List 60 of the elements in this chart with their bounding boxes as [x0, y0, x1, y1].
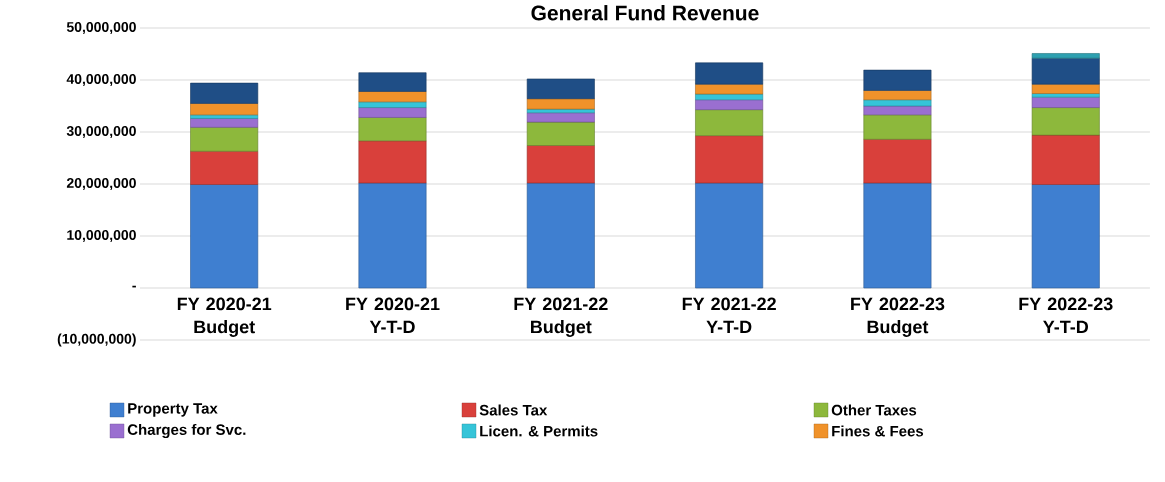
bar — [526, 78, 595, 100]
x-tick-label: FY 2022-23 Budget — [851, 297, 945, 337]
bar — [1031, 107, 1100, 136]
chart-title: General Fund Revenue — [531, 5, 759, 21]
bar — [526, 112, 595, 123]
bar — [526, 182, 595, 289]
legend-label: Other Taxes — [831, 404, 917, 416]
legend-label: Charges for Svc. — [127, 423, 246, 439]
legend-label: Fines & Fees — [832, 425, 924, 437]
y-tick-label: 30,000,000 — [66, 126, 136, 138]
bar — [1031, 83, 1100, 94]
bar — [695, 83, 764, 95]
bar — [358, 91, 427, 103]
bar — [190, 103, 259, 116]
y-tick-label: (10,000,000) — [57, 333, 136, 347]
bar — [358, 182, 427, 289]
bar — [863, 182, 932, 289]
bar — [863, 138, 932, 184]
bar — [190, 114, 259, 119]
bar — [863, 90, 932, 101]
bar — [358, 107, 427, 118]
x-tick-label: FY 2022-23 Y-T-D — [1019, 297, 1113, 334]
bar — [695, 182, 764, 289]
bar — [695, 62, 764, 85]
x-tick-label: FY 2021-22 Budget — [514, 297, 608, 337]
bar — [863, 99, 932, 107]
bar — [1031, 57, 1100, 85]
y-tick-label: 40,000,000 — [66, 74, 136, 86]
x-tick-label: FY 2020-21 Budget — [177, 297, 272, 337]
bar — [358, 72, 427, 92]
legend-label: Sales Tax — [479, 404, 548, 416]
bar — [1031, 134, 1100, 185]
bar — [695, 109, 764, 136]
bar — [1031, 96, 1100, 108]
x-tick-label: FY 2020-21 Y-T-D — [346, 297, 440, 334]
bar — [190, 150, 259, 185]
bar — [526, 145, 595, 184]
bar — [358, 101, 427, 108]
bar — [1031, 53, 1100, 59]
bar — [695, 135, 764, 184]
bar — [1031, 93, 1100, 98]
bar — [526, 121, 595, 146]
bar — [190, 184, 259, 289]
y-tick-label: 10,000,000 — [67, 230, 136, 242]
legend-label: Licen. & Permits — [480, 425, 598, 437]
bar — [863, 69, 932, 91]
y-tick-label: 20,000,000 — [66, 178, 136, 190]
bar — [190, 82, 259, 104]
bar — [863, 114, 932, 140]
bar — [190, 118, 259, 128]
bar — [695, 99, 764, 110]
y-tick-label: 50,000,000 — [66, 22, 136, 34]
legend-label: Property Tax — [128, 403, 218, 417]
bar — [358, 140, 427, 184]
x-tick-label: FY 2021-22 Y-T-D — [682, 297, 776, 334]
bar — [358, 117, 427, 142]
bar — [1031, 184, 1100, 289]
bar — [190, 127, 259, 152]
bar — [526, 98, 595, 110]
y-tick-label: - — [132, 285, 136, 288]
